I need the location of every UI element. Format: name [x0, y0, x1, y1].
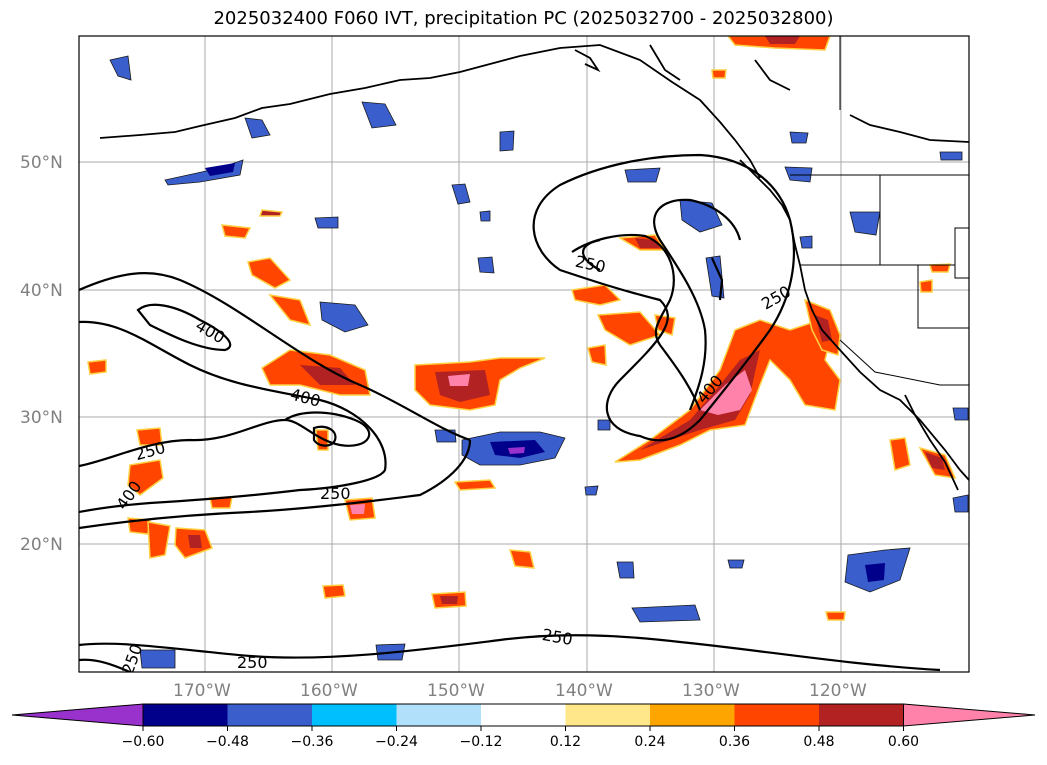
lon-label: 160°W: [300, 681, 358, 701]
colorbar-segment: [481, 704, 566, 726]
contour-label: 250: [320, 484, 351, 503]
colorbar-segment: [650, 704, 735, 726]
colorbar-tick-label: 0.12: [550, 734, 581, 750]
colorbar-extend-high: [903, 703, 1036, 727]
colorbar-tick-label: −0.60: [122, 734, 165, 750]
lon-label: 150°W: [427, 681, 485, 701]
lon-label: 130°W: [682, 681, 740, 701]
borders: [790, 36, 969, 386]
longitude-labels: 170°W 160°W 150°W 140°W 130°W 120°W: [173, 681, 867, 701]
colorbar-tick-label: −0.36: [291, 734, 334, 750]
lon-label: 120°W: [809, 681, 867, 701]
gridlines: [79, 36, 969, 672]
colorbar-segment: [734, 704, 819, 726]
coastlines: [99, 44, 969, 491]
colorbar-tick-label: 0.36: [719, 734, 750, 750]
colorbar-segment: [227, 704, 312, 726]
colorbar-tick-label: −0.12: [460, 734, 503, 750]
colorbar-tick-label: 0.24: [634, 734, 665, 750]
colorbar-segment: [819, 704, 904, 726]
contour-label: 250: [237, 653, 268, 672]
colorbar-segment: [143, 704, 228, 726]
map-title: 2025032400 F060 IVT, precipitation PC (2…: [213, 8, 834, 29]
ivt-contours: [79, 153, 941, 672]
lat-label: 50°N: [20, 153, 63, 173]
colorbar-tick-label: 0.60: [888, 734, 919, 750]
lat-label: 20°N: [20, 535, 63, 555]
colorbar-border: [142, 703, 904, 727]
colorbar-segment: [312, 704, 397, 726]
lat-label: 40°N: [20, 281, 63, 301]
colorbar: −0.60 −0.48 −0.36 −0.24 −0.12 0.12 0.24 0.36 0.4…: [11, 703, 1036, 750]
lat-label: 30°N: [20, 408, 63, 428]
colorbar-tick-label: −0.24: [375, 734, 418, 750]
colorbar-tick-label: 0.48: [803, 734, 834, 750]
colorbar-tick-label: −0.48: [206, 734, 249, 750]
colorbar-extend-low: [11, 703, 144, 727]
colorbar-segment: [565, 704, 650, 726]
colorbar-segment: [396, 704, 481, 726]
lon-label: 140°W: [555, 681, 613, 701]
precip-positive-anomalies: [87, 36, 957, 621]
lon-label: 170°W: [173, 681, 231, 701]
latitude-labels: 50°N 40°N 30°N 20°N: [20, 153, 63, 555]
